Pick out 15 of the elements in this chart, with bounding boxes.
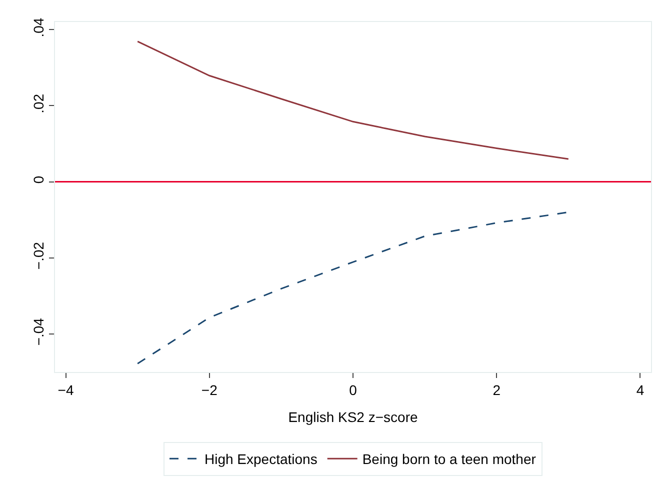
y-tick-label: .04 (30, 18, 46, 38)
y-tick-label: 0 (30, 176, 46, 184)
x-axis-title: English KS2 z−score (288, 409, 418, 426)
x-tick-label: −4 (58, 382, 74, 398)
x-tick-label: 4 (636, 382, 644, 398)
legend-label: High Expectations (204, 451, 318, 468)
x-tick-label: −2 (201, 382, 218, 398)
y-tick-label: .02 (30, 94, 46, 114)
line-series (136, 211, 570, 364)
x-tick-label: 0 (349, 382, 358, 398)
x-tick-label: 2 (492, 382, 501, 398)
legend-label: Being born to a teen mother (362, 451, 536, 468)
y-tick-label: −.04 (30, 318, 46, 346)
line-series (136, 40, 570, 160)
y-tick-label: −.02 (30, 242, 46, 270)
